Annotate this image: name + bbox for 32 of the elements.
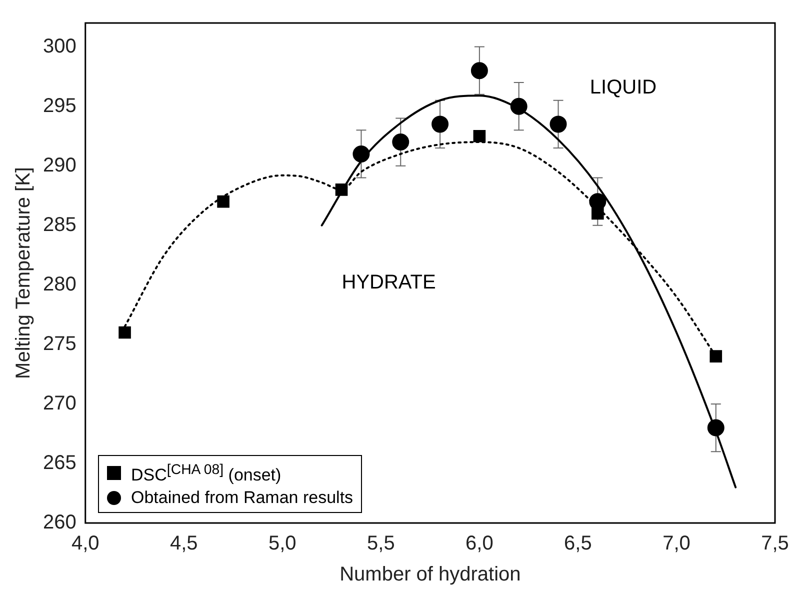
point xyxy=(470,62,488,80)
annotation: LIQUID xyxy=(590,76,657,99)
y-tick-label: 280 xyxy=(42,273,76,296)
legend-label: DSC$^{[CHA 08]}$ (onset) xyxy=(131,461,282,487)
x-tick-label: 6,0 xyxy=(466,532,494,555)
point xyxy=(592,207,604,220)
y-tick-label: 295 xyxy=(42,94,76,117)
point xyxy=(432,116,449,133)
x-tick-label: 7,0 xyxy=(662,532,690,555)
point xyxy=(118,326,131,339)
y-tick-label: 300 xyxy=(42,35,76,58)
y-tick-label: 275 xyxy=(42,332,76,355)
x-tick-label: 6,5 xyxy=(564,532,592,555)
legend-label: Obtained from Raman results xyxy=(131,487,354,509)
point xyxy=(710,350,722,362)
x-tick-label: 4,0 xyxy=(71,532,100,555)
point xyxy=(473,130,486,142)
annotation: HYDRATE xyxy=(342,272,436,294)
x-tick-label: 4,5 xyxy=(170,532,198,555)
y-tick-label: 290 xyxy=(42,154,76,176)
y-tick-label: 285 xyxy=(42,214,76,236)
y-axis-title: Melting Temperature [K] xyxy=(12,167,35,379)
point xyxy=(217,195,230,208)
y-tick-label: 270 xyxy=(42,392,76,414)
point xyxy=(392,134,410,151)
y-tick-label: 260 xyxy=(42,512,76,534)
x-tick-label: 7,5 xyxy=(761,532,789,555)
x-axis-title: Number of hydration xyxy=(340,564,521,586)
x-tick-label: 5,0 xyxy=(268,532,296,555)
x-tick-label: 5,5 xyxy=(367,532,395,555)
point xyxy=(550,116,567,133)
y-tick-label: 265 xyxy=(42,452,76,474)
